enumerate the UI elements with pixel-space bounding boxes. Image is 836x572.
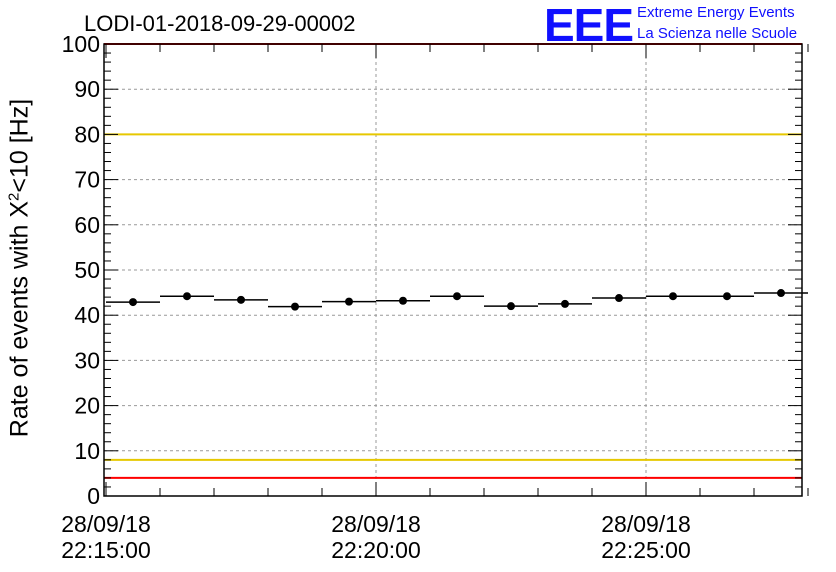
logo-line-1: Extreme Energy Events — [637, 4, 795, 21]
y-tick-label: 90 — [74, 76, 100, 102]
data-point — [777, 289, 785, 298]
data-point — [399, 296, 407, 305]
y-tick-label: 60 — [74, 212, 100, 238]
y-tick-label: 30 — [74, 347, 100, 373]
data-point — [345, 297, 353, 306]
data-point — [615, 294, 623, 303]
data-point — [183, 292, 191, 301]
x-tick-label-date: 28/09/18 — [601, 511, 691, 537]
y-tick-label: 0 — [87, 483, 100, 509]
x-tick-label-time: 22:25:00 — [601, 537, 691, 563]
y-tick-label: 40 — [74, 302, 100, 328]
y-tick-label: 10 — [74, 438, 100, 464]
data-point — [129, 298, 137, 307]
y-tick-label: 20 — [74, 393, 100, 419]
data-point — [723, 292, 731, 301]
x-tick-label-time: 22:15:00 — [61, 537, 151, 563]
plot-title: LODI-01-2018-09-29-00002 — [84, 11, 356, 36]
eee-logo-mark: EEE — [544, 0, 634, 51]
data-point — [507, 302, 515, 311]
y-tick-label: 100 — [62, 31, 100, 57]
logo-line-2: La Scienza nelle Scuole — [637, 25, 798, 42]
data-point — [237, 295, 245, 304]
x-tick-label-date: 28/09/18 — [61, 511, 151, 537]
y-tick-label: 70 — [74, 167, 100, 193]
data-point — [453, 292, 461, 301]
data-point — [291, 302, 299, 311]
y-tick-label: 50 — [74, 257, 100, 283]
data-point — [561, 299, 569, 308]
x-tick-label-date: 28/09/18 — [331, 511, 421, 537]
x-tick-label-time: 22:20:00 — [331, 537, 421, 563]
y-tick-label: 80 — [74, 121, 100, 147]
data-point — [669, 292, 677, 301]
